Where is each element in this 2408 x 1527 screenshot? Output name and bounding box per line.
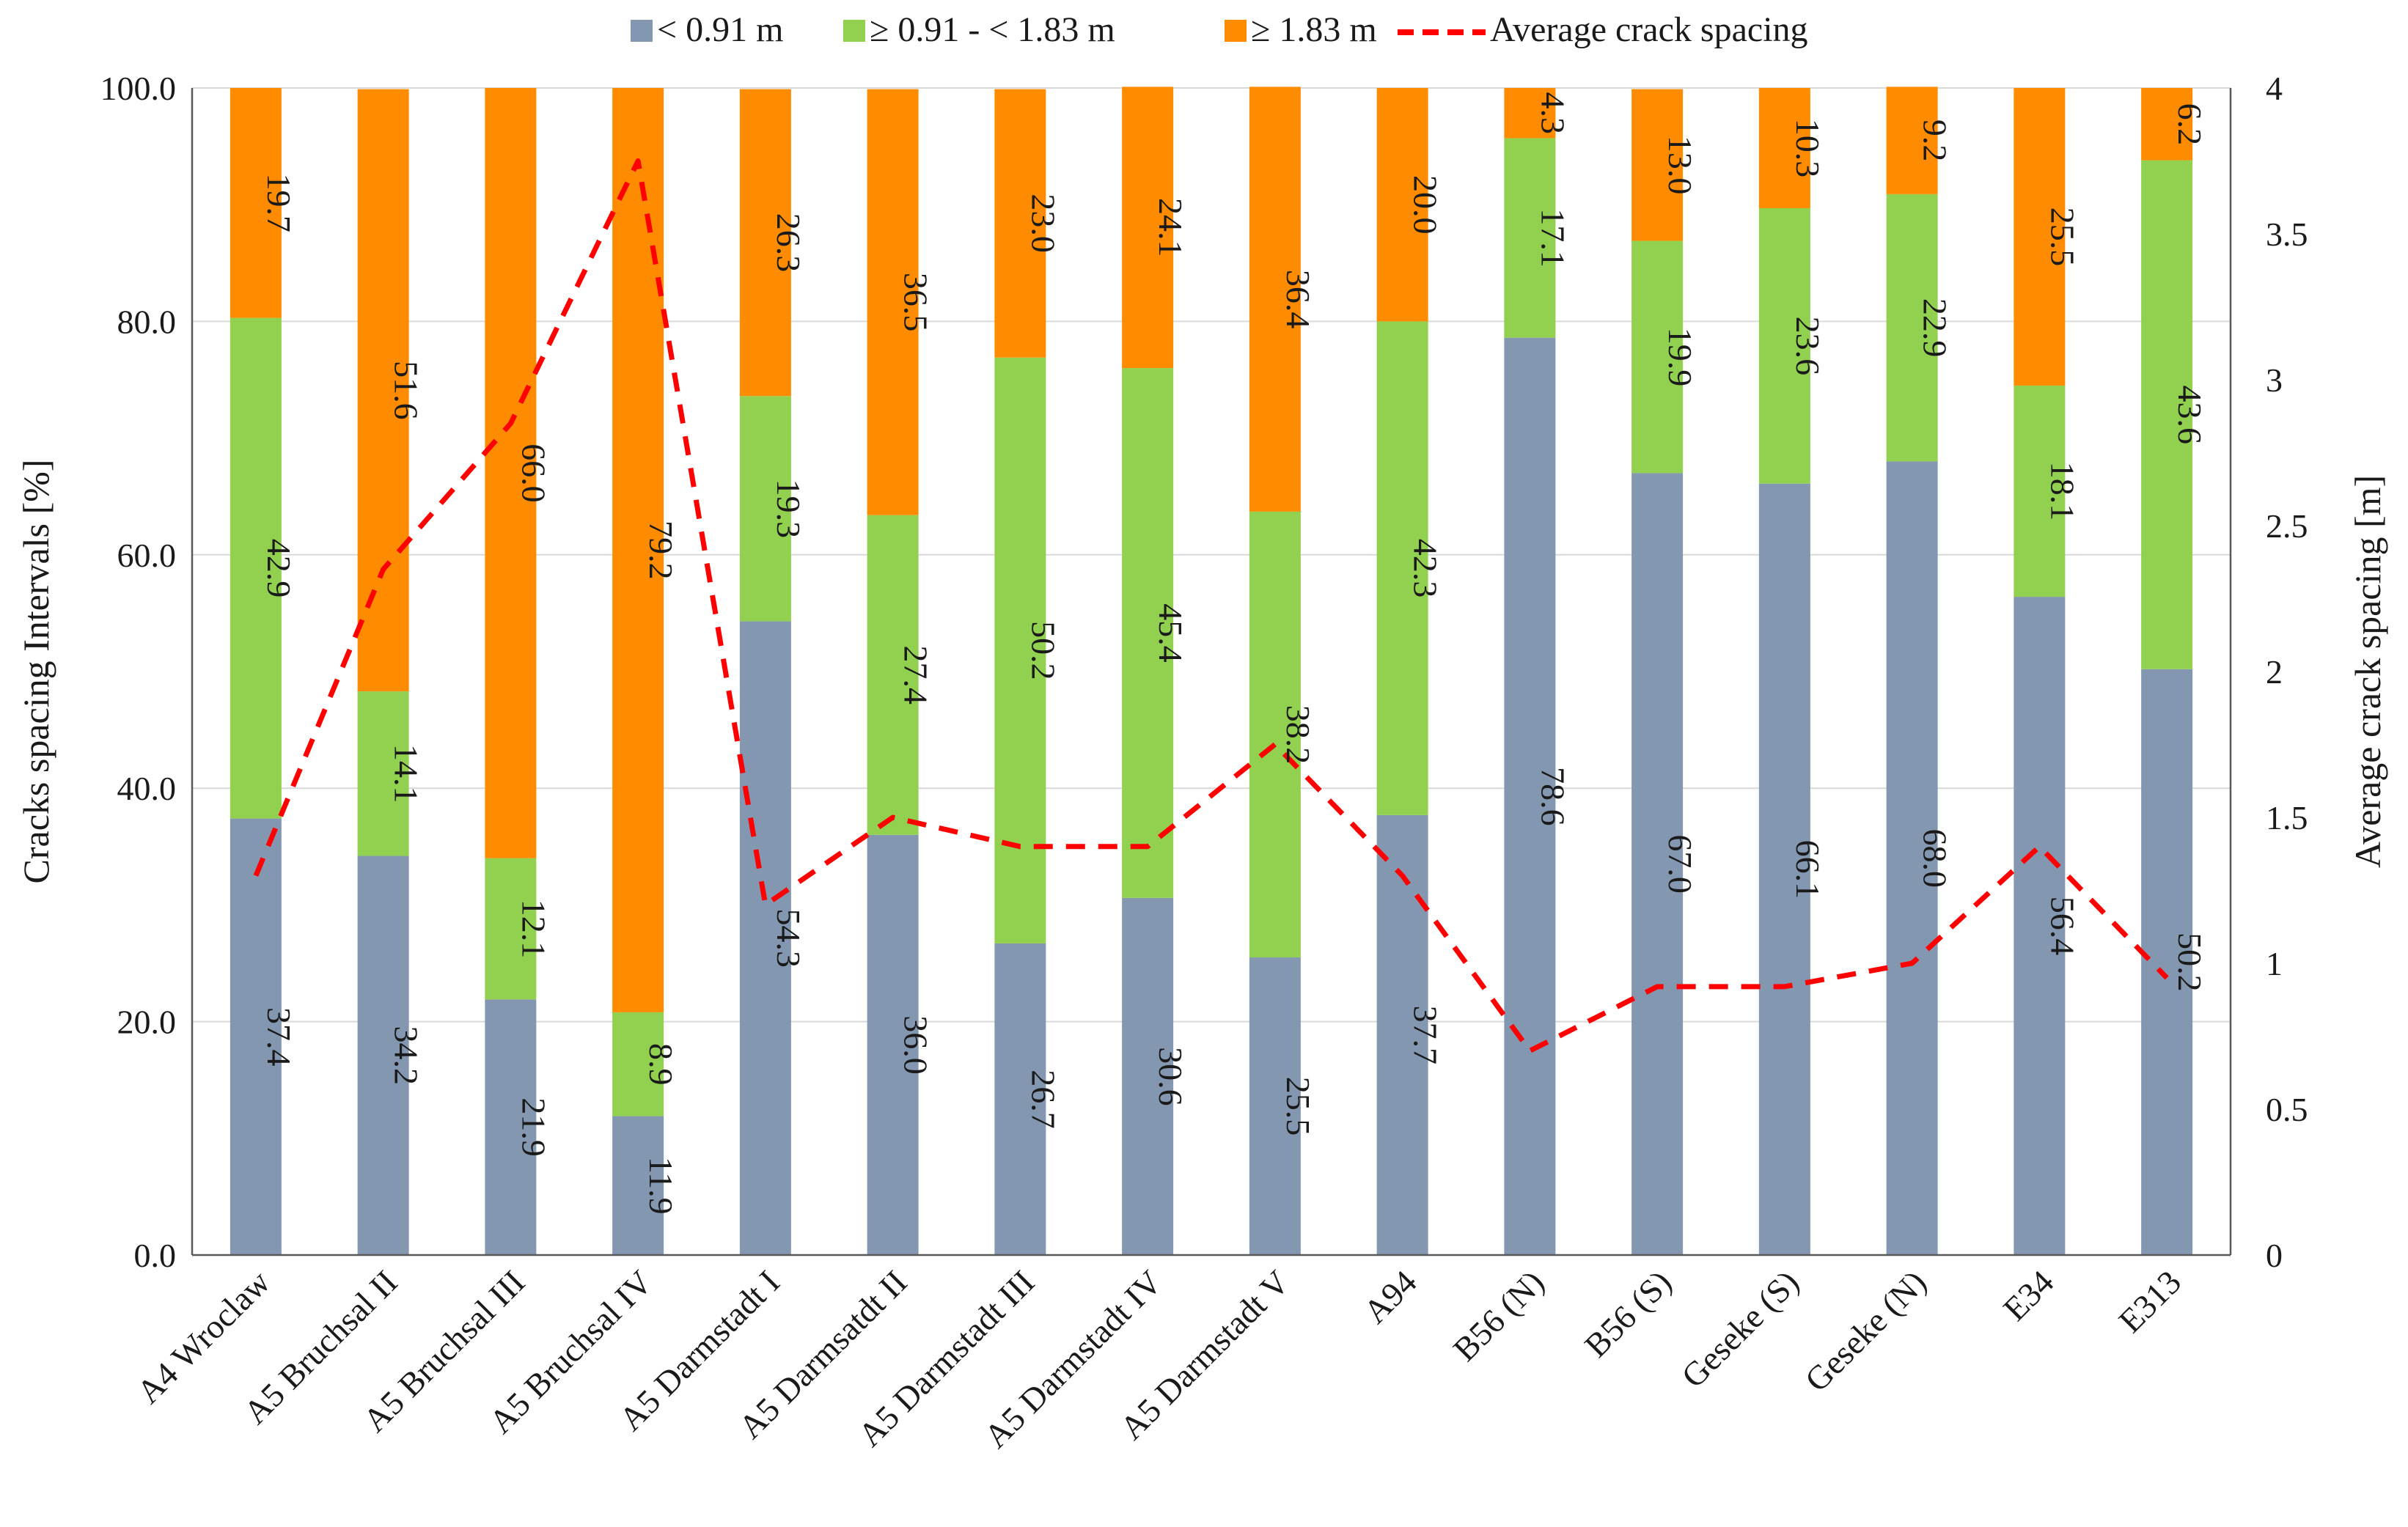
data-label: 37.4 bbox=[260, 1007, 298, 1067]
data-label: 67.0 bbox=[1662, 834, 1699, 894]
data-label: 10.3 bbox=[1789, 119, 1827, 178]
data-label: 24.1 bbox=[1152, 198, 1189, 257]
data-label: 23.6 bbox=[1789, 317, 1827, 376]
y2-tick-label: 2 bbox=[2266, 653, 2283, 691]
y2-tick-label: 0 bbox=[2266, 1237, 2283, 1274]
data-label: 20.0 bbox=[1407, 175, 1445, 235]
data-label: 42.3 bbox=[1407, 539, 1445, 598]
data-label: 26.7 bbox=[1024, 1070, 1062, 1129]
data-label: 79.2 bbox=[642, 520, 680, 580]
data-label: 12.1 bbox=[515, 899, 552, 959]
y-tick-label: 60.0 bbox=[117, 537, 177, 574]
category-label: B56 (S) bbox=[1577, 1263, 1678, 1364]
data-label: 36.0 bbox=[898, 1015, 935, 1075]
data-label: 51.6 bbox=[388, 361, 425, 420]
data-label: 23.0 bbox=[1024, 194, 1062, 253]
data-label: 25.5 bbox=[2044, 207, 2081, 267]
data-label: 38.2 bbox=[1280, 705, 1317, 765]
category-label: E34 bbox=[1996, 1263, 2060, 1328]
data-label: 19.3 bbox=[770, 479, 807, 539]
legend-item-091-183-label: ≥ 0.91 - < 1.83 m bbox=[870, 10, 1115, 49]
category-label: Geseke (N) bbox=[1798, 1263, 1934, 1399]
y-tick-label: 100.0 bbox=[100, 70, 177, 107]
data-label: 18.1 bbox=[2044, 462, 2081, 521]
data-label: 66.0 bbox=[515, 444, 552, 503]
data-label: 45.4 bbox=[1152, 603, 1189, 663]
data-label: 13.0 bbox=[1662, 136, 1699, 195]
legend-item-average-label: Average crack spacing bbox=[1490, 10, 1808, 49]
data-label: 25.5 bbox=[1280, 1077, 1317, 1136]
y2-axis-title: Average crack spacing [m] bbox=[2347, 475, 2388, 868]
legend-item-091-183-swatch bbox=[843, 20, 865, 42]
y2-tick-label: 1.5 bbox=[2266, 799, 2308, 836]
y-tick-label: 20.0 bbox=[117, 1004, 177, 1041]
data-label: 19.7 bbox=[260, 174, 298, 233]
data-label: 36.5 bbox=[898, 273, 935, 332]
legend-item-lt-091-swatch bbox=[631, 20, 653, 42]
legend-item-ge-183-label: ≥ 1.83 m bbox=[1251, 10, 1377, 49]
data-label: 42.9 bbox=[260, 539, 298, 598]
data-label: 21.9 bbox=[515, 1097, 552, 1157]
data-label: 66.1 bbox=[1789, 840, 1827, 899]
data-label: 22.9 bbox=[1917, 298, 1954, 358]
category-label: A94 bbox=[1357, 1263, 1424, 1331]
data-label: 50.2 bbox=[1024, 621, 1062, 680]
y2-tick-label: 2.5 bbox=[2266, 507, 2308, 545]
data-label: 56.4 bbox=[2044, 897, 2081, 956]
data-label: 6.2 bbox=[2171, 103, 2209, 146]
y-tick-label: 40.0 bbox=[117, 770, 177, 807]
y2-tick-label: 3 bbox=[2266, 361, 2283, 399]
data-label: 36.4 bbox=[1280, 270, 1317, 329]
legend-item-lt-091-label: < 0.91 m bbox=[657, 10, 783, 49]
data-label: 9.2 bbox=[1917, 119, 1954, 162]
y2-tick-label: 4 bbox=[2266, 70, 2283, 107]
legend-item-ge-183-swatch bbox=[1225, 20, 1247, 42]
data-label: 19.9 bbox=[1662, 328, 1699, 387]
y2-tick-label: 3.5 bbox=[2266, 216, 2308, 253]
data-label: 68.0 bbox=[1917, 828, 1954, 888]
data-label: 34.2 bbox=[388, 1026, 425, 1086]
data-label: 4.3 bbox=[1534, 92, 1571, 134]
data-label: 50.2 bbox=[2171, 932, 2209, 992]
data-label: 78.6 bbox=[1534, 767, 1571, 826]
data-label: 17.1 bbox=[1534, 208, 1571, 268]
y-tick-label: 0.0 bbox=[134, 1237, 177, 1274]
y-axis-title: Cracks spacing Intervals [%] bbox=[15, 460, 56, 884]
y2-tick-label: 1 bbox=[2266, 945, 2283, 982]
category-label: B56 (N) bbox=[1446, 1263, 1552, 1369]
y2-tick-label: 0.5 bbox=[2266, 1091, 2308, 1128]
category-label: Geseke (S) bbox=[1674, 1263, 1806, 1395]
data-label: 8.9 bbox=[642, 1043, 680, 1086]
data-label: 43.6 bbox=[2171, 386, 2209, 445]
data-label: 37.7 bbox=[1407, 1006, 1445, 1065]
data-label: 27.4 bbox=[898, 646, 935, 705]
data-label: 14.1 bbox=[388, 744, 425, 803]
data-label: 11.9 bbox=[642, 1157, 680, 1215]
category-label: E313 bbox=[2111, 1263, 2188, 1340]
data-label: 26.3 bbox=[770, 213, 807, 273]
data-label: 30.6 bbox=[1152, 1047, 1189, 1106]
y-tick-label: 80.0 bbox=[117, 303, 177, 340]
data-label: 54.3 bbox=[770, 909, 807, 968]
